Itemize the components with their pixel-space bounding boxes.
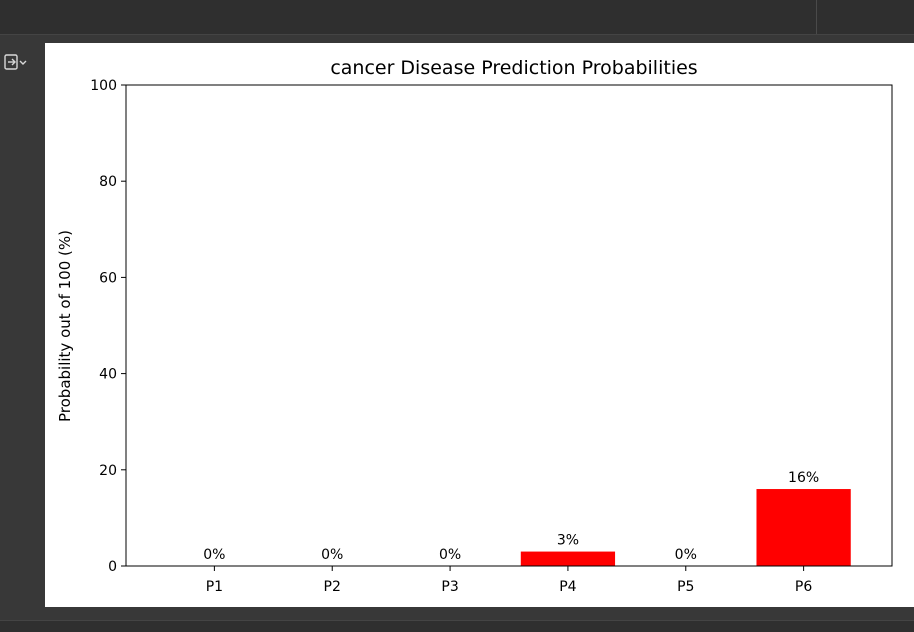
bar-value-label: 0% bbox=[675, 547, 697, 563]
plot-area: 0 20 40 60 80 100 P1 0% P2 0% P3 0% P4 3% P5 0% P6 16% bbox=[90, 78, 893, 595]
notebook-bottom-strip bbox=[0, 620, 914, 632]
bar-value-label: 16% bbox=[788, 470, 819, 486]
notebook-toolbar-strip bbox=[0, 0, 914, 35]
bar-p4 bbox=[520, 551, 616, 566]
bar-value-label: 3% bbox=[557, 533, 579, 549]
toolbar-divider bbox=[816, 0, 817, 34]
y-tick-label: 60 bbox=[99, 270, 117, 286]
y-tick-label: 40 bbox=[99, 367, 117, 383]
x-tick-label: P6 bbox=[795, 579, 812, 595]
y-axis-label: Probability out of 100 (%) bbox=[56, 230, 74, 422]
axes-frame bbox=[125, 84, 893, 567]
x-tick-label: P3 bbox=[441, 579, 458, 595]
bar-value-label: 0% bbox=[203, 547, 225, 563]
bar-value-label: 0% bbox=[321, 547, 343, 563]
y-tick-label: 0 bbox=[108, 559, 117, 575]
chart-title: cancer Disease Prediction Probabilities bbox=[330, 57, 697, 79]
x-tick-label: P5 bbox=[677, 579, 694, 595]
bar-chart: cancer Disease Prediction Probabilities … bbox=[56, 57, 893, 595]
bar-value-label: 0% bbox=[439, 547, 461, 563]
x-tick-label: P1 bbox=[206, 579, 223, 595]
x-tick-label: P2 bbox=[324, 579, 341, 595]
bar-p6 bbox=[756, 489, 851, 566]
output-collapse-icon[interactable] bbox=[2, 52, 28, 74]
x-tick-label: P4 bbox=[559, 579, 576, 595]
cell-output-panel: cancer Disease Prediction Probabilities … bbox=[45, 43, 914, 607]
y-tick-label: 100 bbox=[90, 78, 117, 94]
y-tick-label: 20 bbox=[99, 463, 117, 479]
y-tick-label: 80 bbox=[99, 174, 117, 190]
